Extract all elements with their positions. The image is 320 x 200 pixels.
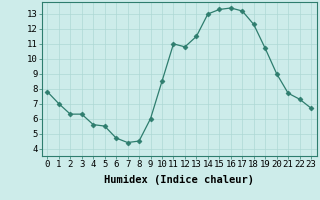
X-axis label: Humidex (Indice chaleur): Humidex (Indice chaleur) xyxy=(104,175,254,185)
